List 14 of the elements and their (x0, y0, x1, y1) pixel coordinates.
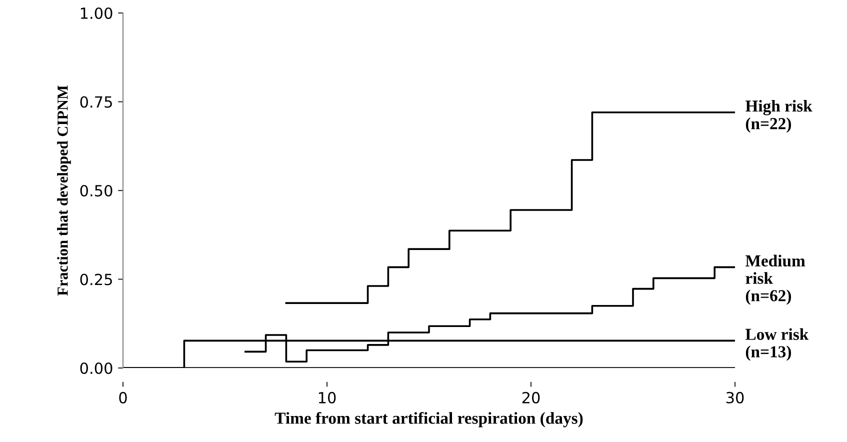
x-tick-label: 10 (318, 392, 336, 404)
series-label: High risk (n=22) (745, 100, 812, 133)
y-tick-label: 0.00 (80, 362, 112, 374)
y-tick-label: 1.00 (80, 7, 112, 20)
series-label: Low risk (n=13) (745, 328, 809, 361)
y-tick-label: 0.50 (80, 184, 112, 197)
y-tick-label: 0.75 (80, 96, 112, 108)
y-axis-title: Fraction that developed CIPNM (57, 85, 71, 296)
x-axis-title: Time from start artificial respiration (days) (274, 412, 583, 428)
y-tick-label: 0.25 (80, 274, 112, 286)
series-label: Medium risk (n=62) (745, 254, 806, 305)
x-tick-label: 30 (726, 392, 744, 404)
x-tick-label: 20 (522, 392, 540, 404)
x-tick-label: 0 (119, 392, 127, 404)
